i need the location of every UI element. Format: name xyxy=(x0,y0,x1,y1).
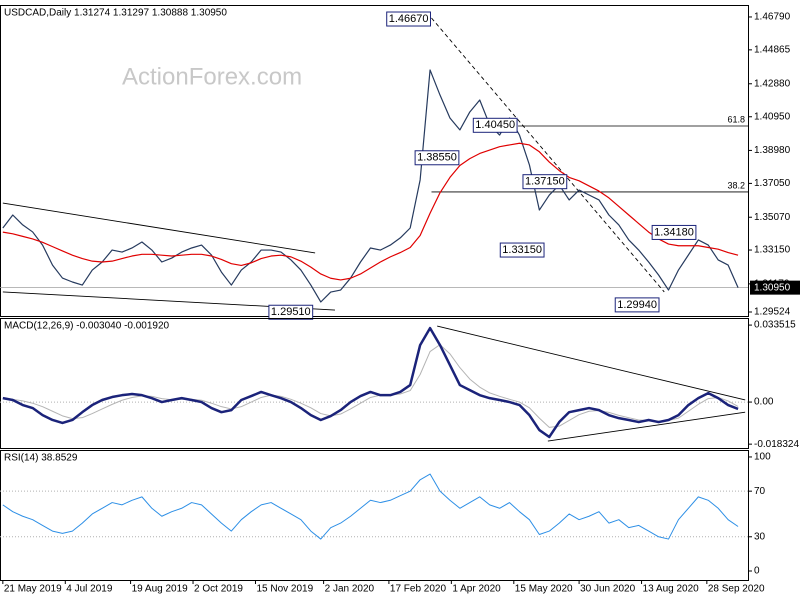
panel-title: USDCAD,Daily 1.31274 1.31297 1.30888 1.3… xyxy=(4,8,227,19)
x-tick-label: 2 Oct 2019 xyxy=(194,584,243,595)
x-tick-label: 15 May 2020 xyxy=(515,584,573,595)
series-line xyxy=(2,69,739,303)
annotation-label: 1.38550 xyxy=(417,152,457,164)
last-price-box xyxy=(750,280,800,295)
fib-label: 61.8 xyxy=(727,114,745,124)
annotation-box xyxy=(414,150,460,166)
x-tick-label: 21 May 2019 xyxy=(4,584,62,595)
annotation-box xyxy=(472,117,518,133)
annotation-box xyxy=(614,297,660,313)
y-tick-label: 70 xyxy=(754,486,766,497)
y-tick-label: 0.033515 xyxy=(754,320,796,331)
y-tick-label: 1.38980 xyxy=(754,145,791,156)
y-tick-label: 1.33150 xyxy=(754,245,791,256)
y-tick-label: 0.00 xyxy=(754,397,774,408)
x-tick-label: 4 Jul 2019 xyxy=(66,584,113,595)
annotation-label: 1.37150 xyxy=(525,176,565,188)
series-line xyxy=(2,326,739,439)
annotation-label: 1.33150 xyxy=(502,244,542,256)
annotation-box xyxy=(268,304,314,320)
x-tick-label: 1 Apr 2020 xyxy=(452,584,501,595)
y-tick-label: 1.44865 xyxy=(754,44,791,55)
y-tick-label: -0.018324 xyxy=(754,439,799,450)
trend-line xyxy=(431,17,665,293)
y-tick-label: 1.37050 xyxy=(754,178,791,189)
panel-title: RSI(14) 38.8529 xyxy=(4,453,78,464)
trend-line xyxy=(437,325,746,401)
panel-title: MACD(12,26,9) -0.003040 -0.001920 xyxy=(4,321,170,332)
series-line xyxy=(2,344,739,428)
x-tick-label: 2 Jan 2020 xyxy=(325,584,375,595)
watermark: ActionForex.com xyxy=(122,63,302,90)
x-tick-label: 30 Jun 2020 xyxy=(580,584,635,595)
y-tick-label: 1.35070 xyxy=(754,212,791,223)
x-tick-label: 15 Nov 2019 xyxy=(256,584,313,595)
annotation-label: 1.46670 xyxy=(389,13,429,25)
annotation-box xyxy=(499,242,545,258)
y-tick-label: 1.42880 xyxy=(754,78,791,89)
panel-frame xyxy=(0,5,749,317)
y-tick-label: 1.29524 xyxy=(754,307,791,318)
annotation-label: 1.29940 xyxy=(617,299,657,311)
panel-frame xyxy=(0,450,749,581)
series-line xyxy=(2,473,739,540)
trend-line xyxy=(2,202,316,254)
annotation-box xyxy=(522,174,568,190)
y-tick-label: 30 xyxy=(754,531,766,542)
annotation-box xyxy=(386,11,431,27)
fib-label: 38.2 xyxy=(727,180,745,190)
panel-frame xyxy=(0,318,749,449)
y-tick-label: 0 xyxy=(754,566,760,577)
annotation-label: 1.34180 xyxy=(654,226,694,238)
y-tick-label: 1.40950 xyxy=(754,111,791,122)
annotation-box xyxy=(651,224,697,240)
series-line xyxy=(2,142,739,281)
y-tick-label: 1.46790 xyxy=(754,12,791,23)
x-tick-label: 17 Feb 2020 xyxy=(390,584,447,595)
annotation-label: 1.29510 xyxy=(271,306,311,318)
y-tick-label: 100 xyxy=(754,452,771,463)
annotation-label: 1.40450 xyxy=(475,119,515,131)
trend-line xyxy=(547,411,746,442)
x-tick-label: 13 Aug 2020 xyxy=(643,584,700,595)
last-price-label: 1.30950 xyxy=(754,282,791,293)
x-tick-label: 28 Sep 2020 xyxy=(708,584,765,595)
x-tick-label: 19 Aug 2019 xyxy=(132,584,189,595)
